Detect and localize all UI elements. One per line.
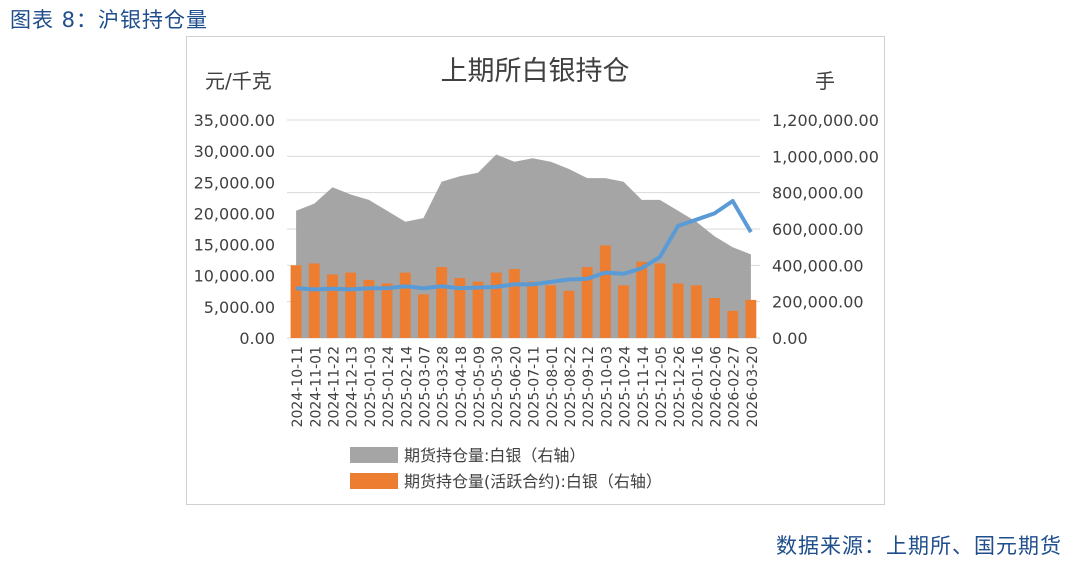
x-tick-label: 2025-08-01 [545,346,561,427]
bar-active-contract [490,272,502,338]
legend: 期货持仓量:白银（右轴） 期货持仓量(活跃合约):白银（右轴） [350,446,662,491]
bar-active-contract [527,281,538,338]
right-tick-label: 800,000.00 [772,184,864,203]
left-tick-label: 10,000.00 [194,267,275,286]
x-tick-label: 2024-12-13 [345,346,361,427]
legend-label: 期货持仓量:白银（右轴） [404,446,585,465]
bar-active-contract [418,294,429,338]
x-tick-label: 2025-07-11 [527,346,543,427]
bar-active-contract [508,269,520,338]
holdings-chart: 上期所白银持仓 元/千克 手 35,000.00 30,000.00 25,000.… [194,56,879,491]
x-tick-label: 2026-03-20 [745,346,761,427]
bar-active-contract [308,263,320,338]
chart-title: 上期所白银持仓 [441,56,630,87]
x-tick-label: 2025-10-24 [618,346,634,427]
right-tick-label: 600,000.00 [772,220,864,239]
bar-active-contract [563,290,575,338]
left-tick-label: 30,000.00 [194,142,275,161]
bar-active-contract [727,310,739,339]
legend-swatch [350,447,398,463]
x-tick-label: 2025-11-14 [636,346,652,427]
line-series [295,199,753,292]
x-tick-label: 2025-06-20 [508,346,524,427]
x-tick-label: 2025-05-09 [472,346,488,427]
bar-active-contract [290,265,302,338]
right-tick-label: 1,000,000.00 [772,147,879,166]
x-tick-label: 2025-02-14 [399,346,415,427]
bar-active-contract [472,281,484,338]
data-source: 数据来源：上期所、国元期货 [776,534,1062,558]
bar-active-contract [581,267,593,338]
bar-active-contract [545,285,557,338]
right-tick-label: 1,200,000.00 [772,111,879,130]
bar-active-contract [672,283,684,338]
bar-active-contract [454,278,466,338]
bar-active-contract [745,299,757,338]
right-tick-label: 200,000.00 [772,293,864,312]
x-tick-label: 2025-05-30 [490,346,506,427]
chart-frame: 上期所白银持仓 元/千克 手 35,000.00 30,000.00 25,000.… [186,36,885,505]
bar-active-contract [381,283,393,338]
left-tick-label: 5,000.00 [204,298,275,317]
right-axis-ticks: 1,200,000.00 1,000,000.00 800,000.00 600,00… [772,111,879,348]
x-tick-label: 2025-10-03 [599,346,615,427]
right-tick-label: 0.00 [772,329,808,348]
x-tick-label: 2025-08-22 [563,346,579,427]
x-tick-label: 2025-03-07 [417,346,433,427]
x-tick-label: 2026-01-16 [690,346,706,427]
x-tick-label: 2025-12-26 [672,346,688,427]
figure-caption: 图表 8：沪银持仓量 [10,8,209,32]
right-axis-label: 手 [815,69,835,93]
left-axis-label: 元/千克 [205,69,272,93]
x-tick-label: 2025-12-05 [654,346,670,427]
legend-swatch [350,473,398,489]
x-tick-label: 2025-01-24 [381,346,397,427]
bar-active-contract [345,272,357,338]
x-axis-ticks: 2024-10-11 2024-11-01 2024-11-22 2024-12-13… [290,346,761,427]
bar-active-contract [599,245,611,338]
left-axis-ticks: 35,000.00 30,000.00 25,000.00 20,000.00 15,0… [194,111,275,348]
bar-series [290,245,757,339]
x-tick-label: 2026-02-27 [727,346,743,427]
x-tick-label: 2025-01-03 [363,346,379,427]
x-tick-label: 2025-03-28 [436,346,452,427]
x-tick-label: 2026-02-06 [709,346,725,427]
left-tick-label: 20,000.00 [194,204,275,223]
bar-active-contract [399,272,411,338]
x-tick-label: 2025-09-12 [581,346,597,427]
bar-active-contract [618,285,629,338]
bar-active-contract [327,274,338,338]
legend-label: 期货持仓量(活跃合约):白银（右轴） [404,472,662,491]
bar-active-contract [654,263,666,338]
right-tick-label: 400,000.00 [772,256,864,275]
bar-active-contract [363,279,375,338]
bar-active-contract [436,267,448,338]
left-tick-label: 25,000.00 [194,173,275,192]
bar-active-contract [636,261,648,338]
left-tick-label: 35,000.00 [194,111,275,130]
x-tick-label: 2024-10-11 [290,346,306,427]
x-tick-label: 2024-11-22 [326,346,342,427]
bar-active-contract [690,285,702,338]
left-tick-label: 0.00 [239,329,275,348]
x-tick-label: 2025-04-18 [454,346,470,427]
x-tick-label: 2024-11-01 [308,346,324,427]
left-tick-label: 15,000.00 [194,236,275,255]
line-silver-price [295,199,753,292]
bar-active-contract [709,298,720,338]
